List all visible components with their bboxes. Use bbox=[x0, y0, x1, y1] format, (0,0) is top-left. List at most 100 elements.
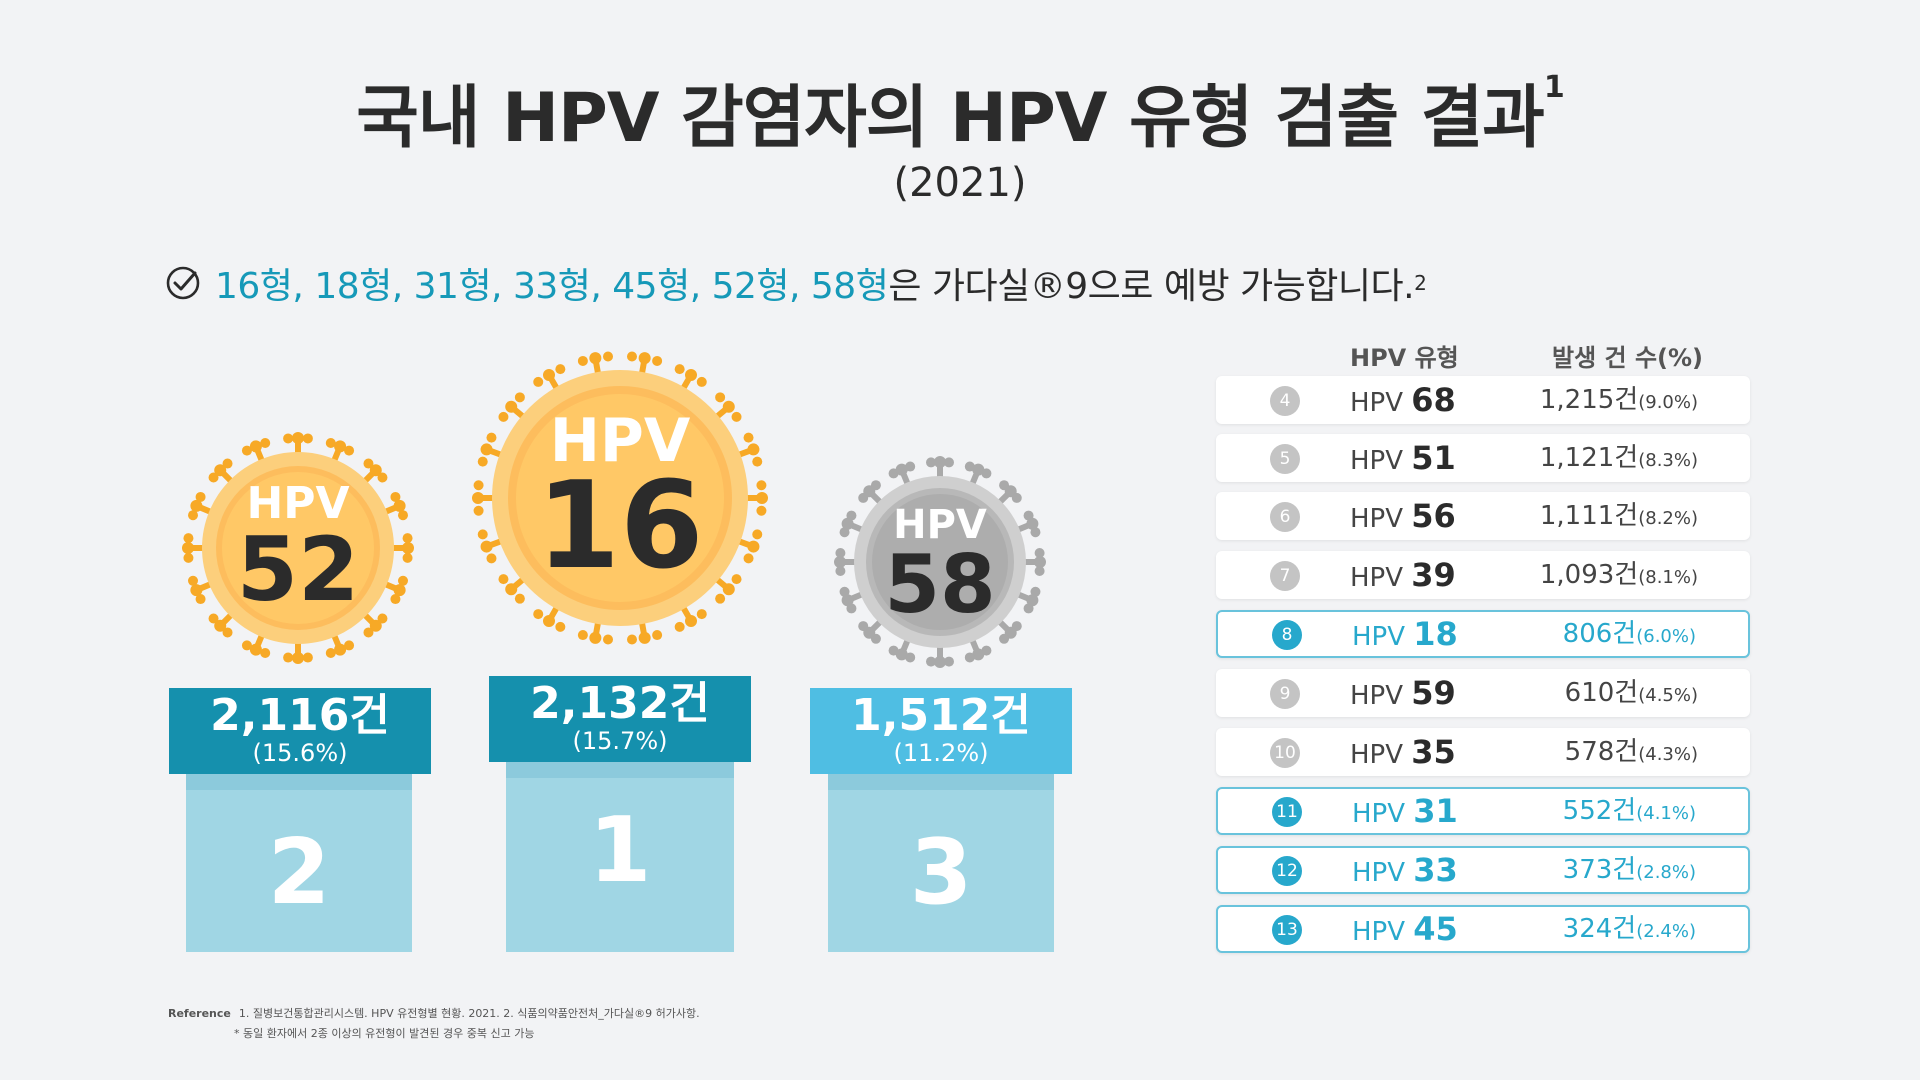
virus-spike-tip bbox=[241, 445, 252, 456]
virus-spike-tip bbox=[696, 609, 707, 620]
virus-spike-tip bbox=[1030, 527, 1041, 538]
row-type: HPV 51 bbox=[1350, 440, 1456, 479]
virus-spike-tip bbox=[934, 456, 946, 468]
row-count-value: 610건 bbox=[1564, 678, 1639, 708]
virus-spike-tip bbox=[715, 392, 726, 403]
virus-spike-tip bbox=[603, 634, 614, 645]
podium-rank-number: 2 bbox=[267, 820, 331, 925]
row-count: 1,215건(9.0%) bbox=[1540, 382, 1698, 421]
virus-hpv52-icon bbox=[182, 432, 414, 664]
row-count: 1,111건(8.2%) bbox=[1540, 498, 1698, 537]
virus-hpv52-type: 52 bbox=[236, 518, 360, 621]
virus-spike-tip bbox=[731, 411, 742, 422]
row-count: 324건(2.4%) bbox=[1563, 911, 1696, 950]
row-count-value: 373건 bbox=[1562, 855, 1637, 885]
virus-spikes bbox=[472, 351, 768, 645]
podium-count: 1,512건 bbox=[851, 690, 1031, 741]
row-type: HPV 59 bbox=[1350, 675, 1456, 714]
virus-spike-tip bbox=[589, 631, 602, 644]
virus-spike-tip bbox=[505, 400, 518, 413]
row-type-number: 18 bbox=[1413, 615, 1458, 653]
virus-spike-tip bbox=[505, 583, 518, 596]
virus-spike-tip bbox=[302, 652, 313, 663]
virus-spike-tip bbox=[402, 552, 413, 563]
virus-spike-tip bbox=[715, 593, 726, 604]
virus-spike-tip bbox=[390, 594, 401, 605]
virus-spike-tip bbox=[626, 634, 637, 645]
virus-spike-tip bbox=[390, 491, 401, 502]
prevention-text: 은 가다실®9으로 예방 가능합니다. bbox=[888, 266, 1415, 307]
row-rank: 8 bbox=[1272, 620, 1302, 650]
virus-spike-tip bbox=[747, 540, 760, 553]
virus-spike-tip bbox=[926, 656, 937, 667]
page-subtitle: (2021) bbox=[893, 160, 1027, 206]
row-type-prefix: HPV bbox=[1352, 622, 1406, 652]
row-type: HPV 39 bbox=[1350, 557, 1456, 596]
virus-spike-tip bbox=[260, 438, 271, 449]
virus-spike-tip bbox=[577, 355, 588, 366]
virus-spike-tip bbox=[369, 619, 382, 632]
virus-spike-tip bbox=[292, 652, 304, 664]
virus-hpv58-type: 58 bbox=[884, 538, 996, 631]
virus-spike-tip bbox=[183, 533, 194, 544]
virus-spikes bbox=[182, 432, 414, 664]
virus-spike-tip bbox=[756, 505, 767, 516]
virus-spike-tip bbox=[325, 647, 336, 658]
virus-spike-tip bbox=[834, 556, 846, 568]
virus-spike-tip bbox=[943, 656, 954, 667]
virus-spike-tip bbox=[402, 542, 414, 554]
reference-label: Reference bbox=[168, 1007, 231, 1020]
virus-spike-tip bbox=[334, 643, 347, 656]
virus-spike-tip bbox=[685, 369, 697, 382]
row-rank: 13 bbox=[1272, 915, 1302, 945]
virus-spike-tip bbox=[260, 647, 271, 658]
virus-spike-tip bbox=[183, 552, 194, 563]
virus-spike-tip bbox=[743, 553, 754, 564]
virus-spike-tip bbox=[626, 351, 637, 362]
virus-spike-tip bbox=[344, 640, 355, 651]
virus-spike-tip bbox=[589, 352, 602, 365]
row-count-pct: (2.8%) bbox=[1636, 862, 1696, 883]
virus-spike-tip bbox=[208, 613, 219, 624]
row-count-pct: (9.0%) bbox=[1638, 392, 1698, 413]
row-type: HPV 68 bbox=[1350, 382, 1456, 421]
virus-spike-tip bbox=[674, 621, 685, 632]
virus-spike-tip bbox=[731, 574, 742, 585]
table-header-type: HPV 유형 bbox=[1350, 344, 1459, 372]
virus-hpv58-prefix: HPV bbox=[893, 502, 987, 548]
row-count-value: 1,121건 bbox=[1539, 443, 1639, 473]
virus-spike-tip bbox=[334, 440, 347, 453]
virus-spike-tip bbox=[533, 609, 544, 620]
virus-spike-tip bbox=[743, 432, 754, 443]
virus-spike-tip bbox=[555, 621, 566, 632]
row-type-number: 33 bbox=[1413, 851, 1458, 889]
reference-note: * 동일 환자에서 2종 이상의 유전형이 발견된 경우 중복 신고 가능 bbox=[234, 1027, 535, 1040]
virus-spike-tip bbox=[543, 614, 555, 627]
virus-spike-tip bbox=[638, 631, 651, 644]
virus-spike-tip bbox=[972, 648, 985, 661]
row-type: HPV 56 bbox=[1350, 498, 1456, 537]
podium-rank-number: 3 bbox=[909, 820, 973, 925]
virus-spike-tip bbox=[858, 621, 869, 632]
virus-spike-tip bbox=[835, 548, 846, 559]
row-type: HPV 31 bbox=[1352, 793, 1458, 832]
virus-spike-tip bbox=[555, 364, 566, 375]
virus-spike-tip bbox=[393, 499, 406, 512]
row-count-pct: (4.3%) bbox=[1638, 744, 1698, 765]
row-type-prefix: HPV bbox=[1350, 388, 1404, 418]
virus-spike-tip bbox=[514, 392, 525, 403]
row-count-value: 1,215건 bbox=[1539, 385, 1639, 415]
row-type-prefix: HPV bbox=[1350, 740, 1404, 770]
virus-spike-tip bbox=[369, 464, 382, 477]
table-row-highlighted: 11 HPV 31 552건(4.1%) bbox=[1216, 787, 1750, 835]
virus-spike-tip bbox=[377, 472, 388, 483]
title-footnote: 1 bbox=[1543, 70, 1565, 105]
table-row: 4 HPV 68 1,215건(9.0%) bbox=[1216, 376, 1750, 424]
virus-spike-tip bbox=[981, 468, 992, 479]
virus-spike-tip bbox=[835, 565, 846, 576]
row-rank: 10 bbox=[1270, 738, 1300, 768]
row-type: HPV 35 bbox=[1350, 734, 1456, 773]
row-count-pct: (8.3%) bbox=[1638, 450, 1698, 471]
virus-spike-tip bbox=[888, 645, 899, 656]
virus-spike-tip bbox=[182, 542, 194, 554]
